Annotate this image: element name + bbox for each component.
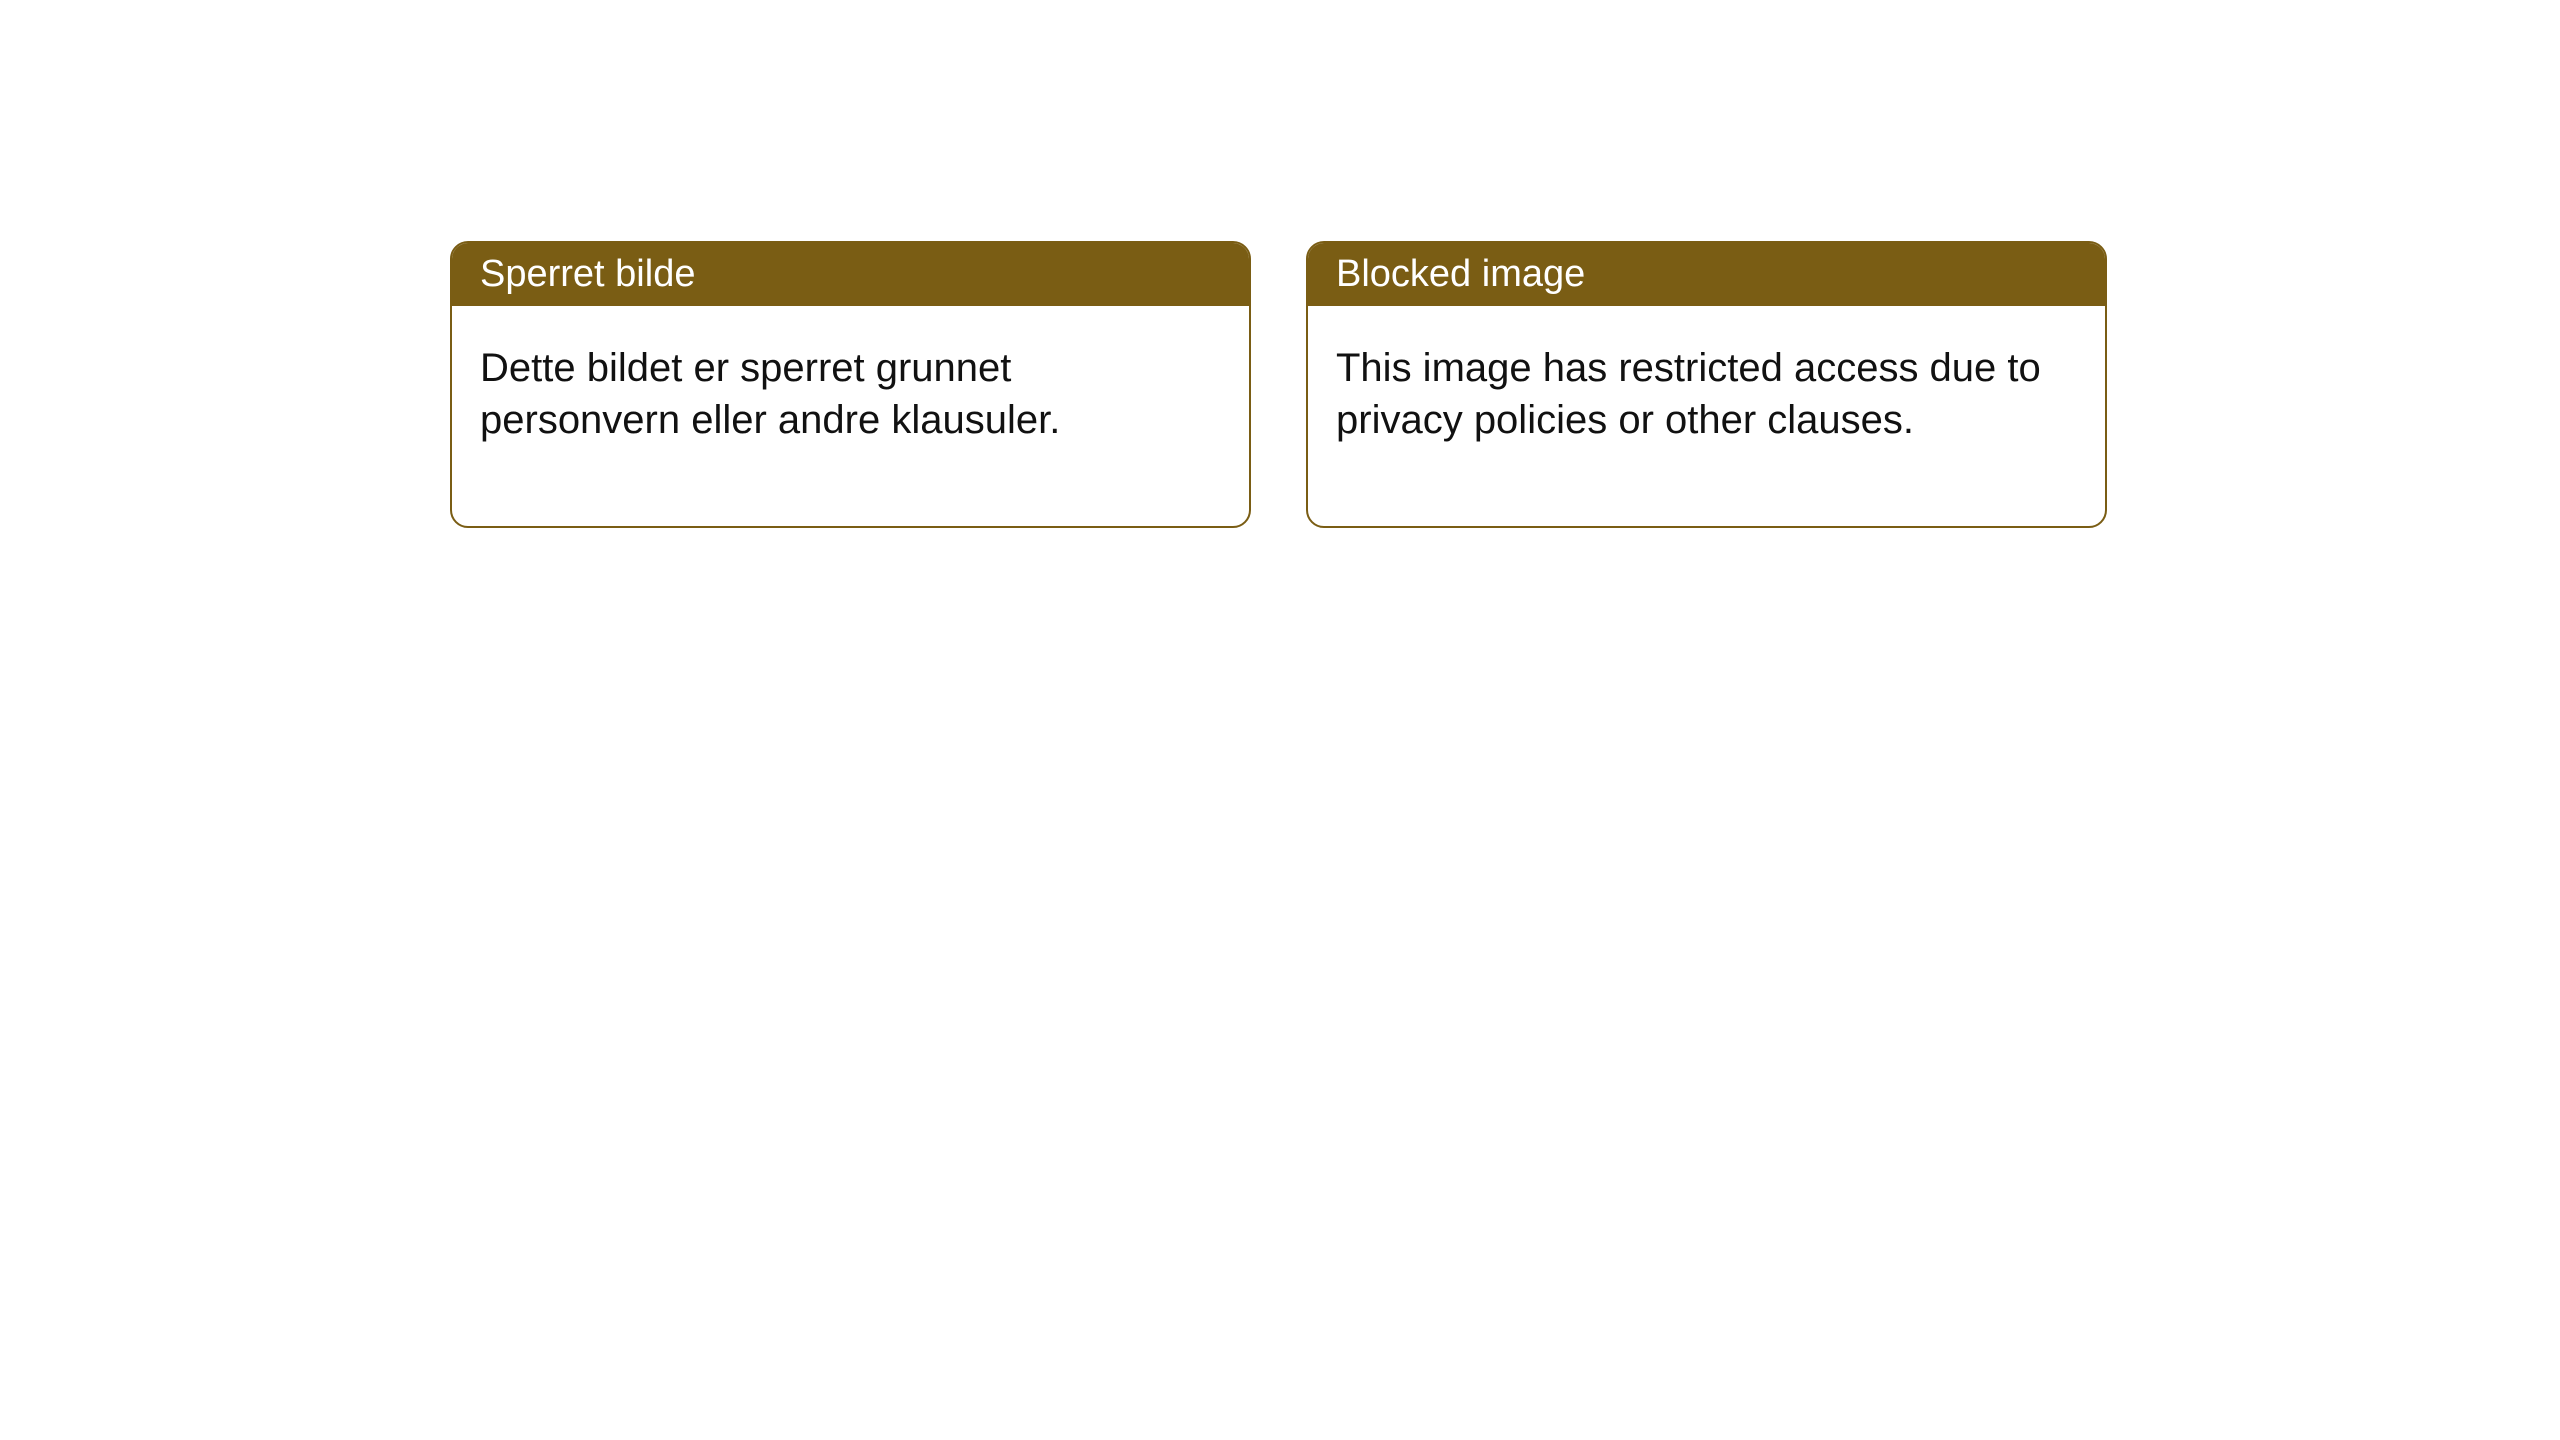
notice-body-text: This image has restricted access due to …	[1336, 346, 2041, 442]
notice-container: Sperret bilde Dette bildet er sperret gr…	[450, 241, 2107, 528]
notice-title: Blocked image	[1336, 253, 1585, 295]
notice-card-norwegian: Sperret bilde Dette bildet er sperret gr…	[450, 241, 1251, 528]
notice-card-english: Blocked image This image has restricted …	[1306, 241, 2107, 528]
notice-card-body: This image has restricted access due to …	[1308, 306, 2105, 526]
notice-body-text: Dette bildet er sperret grunnet personve…	[480, 346, 1060, 442]
notice-title: Sperret bilde	[480, 253, 695, 295]
notice-card-body: Dette bildet er sperret grunnet personve…	[452, 306, 1249, 526]
notice-card-header: Blocked image	[1308, 243, 2105, 306]
notice-card-header: Sperret bilde	[452, 243, 1249, 306]
